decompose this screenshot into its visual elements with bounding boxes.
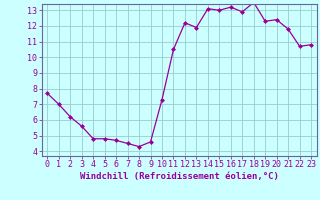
X-axis label: Windchill (Refroidissement éolien,°C): Windchill (Refroidissement éolien,°C): [80, 172, 279, 181]
